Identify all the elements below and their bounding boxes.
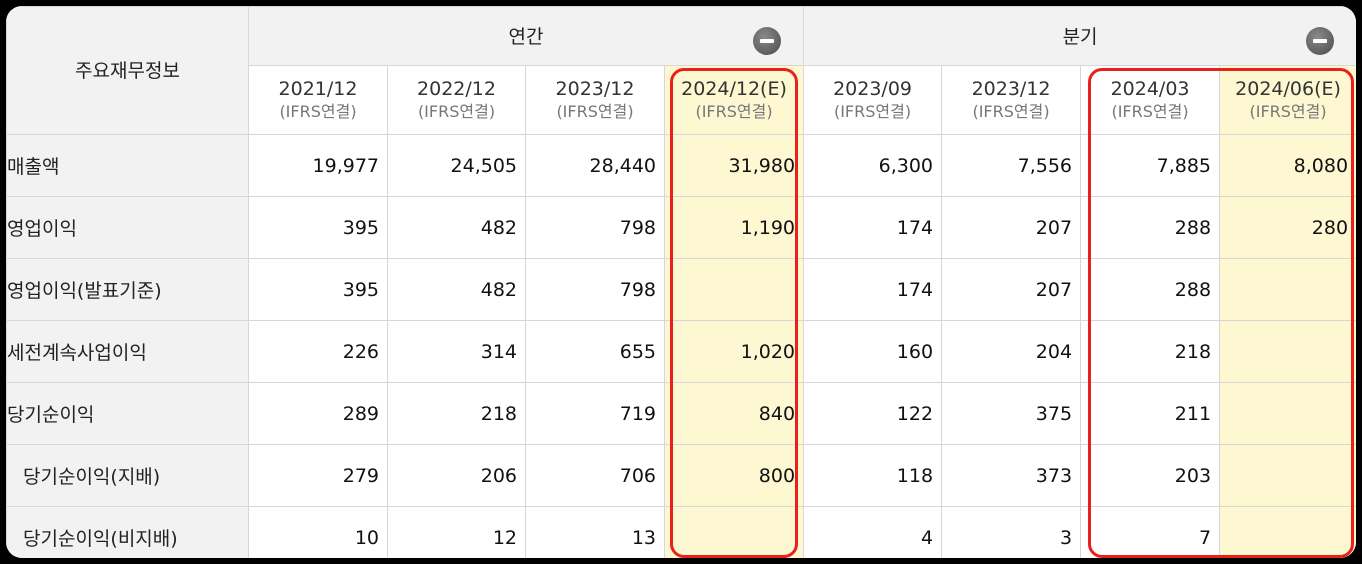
group-header-quarterly: 분기 (803, 6, 1356, 66)
value-cell: 7,885 (1080, 134, 1221, 197)
collapse-icon[interactable] (1306, 27, 1335, 55)
value-cell: 226 (248, 320, 388, 383)
table-row: 영업이익 395 482 798 1,190 174 207 288 280 (6, 196, 1356, 259)
value-cell: 3 (941, 506, 1082, 558)
value-cell (1219, 320, 1356, 383)
value-cell: 840 (663, 382, 805, 445)
value-cell: 800 (663, 444, 805, 507)
value-cell: 174 (803, 196, 943, 259)
value-cell: 288 (1080, 196, 1221, 259)
financial-table: 주요재무정보 연간 분기 2021/12 (IFRS연결) 2022/12 (IFR… (6, 6, 1356, 558)
value-cell: 160 (803, 320, 943, 383)
table-row: 당기순이익(비지배) 10 12 13 4 3 7 (6, 506, 1356, 558)
value-cell: 218 (1080, 320, 1221, 383)
period-header: 2023/12 (IFRS연결) (525, 65, 665, 135)
value-cell: 6,300 (803, 134, 943, 197)
value-cell: 7 (1080, 506, 1221, 558)
value-cell: 4 (803, 506, 943, 558)
period-header: 2021/12 (IFRS연결) (248, 65, 388, 135)
table-row: 영업이익(발표기준) 395 482 798 174 207 288 (6, 258, 1356, 321)
period-header: 2024/12(E) (IFRS연결) (663, 65, 805, 135)
value-cell: 28,440 (525, 134, 665, 197)
row-label: 당기순이익(비지배) (6, 506, 249, 558)
row-label: 당기순이익 (6, 382, 249, 445)
value-cell: 288 (1080, 258, 1221, 321)
period-header: 2022/12 (IFRS연결) (387, 65, 526, 135)
period-header: 2023/09 (IFRS연결) (803, 65, 943, 135)
value-cell: 395 (248, 258, 388, 321)
period-header: 2024/03 (IFRS연결) (1080, 65, 1221, 135)
financial-summary-panel: 주요재무정보 연간 분기 2021/12 (IFRS연결) 2022/12 (IFR… (6, 6, 1356, 558)
value-cell: 1,020 (663, 320, 805, 383)
value-cell: 24,505 (387, 134, 526, 197)
period-header: 2024/06(E) (IFRS연결) (1219, 65, 1356, 135)
value-cell: 13 (525, 506, 665, 558)
group-label: 연간 (508, 26, 544, 48)
value-cell: 798 (525, 196, 665, 259)
value-cell: 375 (941, 382, 1082, 445)
value-cell: 655 (525, 320, 665, 383)
value-cell: 314 (387, 320, 526, 383)
value-cell: 798 (525, 258, 665, 321)
value-cell: 10 (248, 506, 388, 558)
corner-label: 주요재무정보 (6, 6, 249, 135)
value-cell: 482 (387, 196, 526, 259)
value-cell: 7,556 (941, 134, 1082, 197)
value-cell (1219, 258, 1356, 321)
value-cell: 211 (1080, 382, 1221, 445)
row-label: 매출액 (6, 134, 249, 197)
value-cell: 706 (525, 444, 665, 507)
value-cell: 1,190 (663, 196, 805, 259)
value-cell: 289 (248, 382, 388, 445)
value-cell: 207 (941, 258, 1082, 321)
value-cell: 719 (525, 382, 665, 445)
value-cell: 122 (803, 382, 943, 445)
group-header-annual: 연간 (247, 6, 805, 66)
table-row: 매출액 19,977 24,505 28,440 31,980 6,300 7,556 7,8… (6, 134, 1356, 197)
value-cell: 207 (941, 196, 1082, 259)
row-label: 당기순이익(지배) (6, 444, 249, 507)
collapse-icon[interactable] (753, 27, 782, 55)
value-cell (1219, 382, 1356, 445)
value-cell: 373 (941, 444, 1082, 507)
value-cell: 31,980 (663, 134, 805, 197)
table-row: 세전계속사업이익 226 314 655 1,020 160 204 218 (6, 320, 1356, 383)
value-cell: 204 (941, 320, 1082, 383)
table-row: 당기순이익 289 218 719 840 122 375 211 (6, 382, 1356, 445)
period-header: 2023/12 (IFRS연결) (941, 65, 1082, 135)
value-cell: 279 (248, 444, 388, 507)
value-cell (663, 258, 805, 321)
value-cell: 395 (248, 196, 388, 259)
value-cell: 19,977 (248, 134, 388, 197)
table-row: 당기순이익(지배) 279 206 706 800 118 373 203 (6, 444, 1356, 507)
value-cell: 12 (387, 506, 526, 558)
group-label: 분기 (1062, 26, 1098, 48)
value-cell (1219, 444, 1356, 507)
value-cell: 218 (387, 382, 526, 445)
value-cell: 203 (1080, 444, 1221, 507)
row-label: 세전계속사업이익 (6, 320, 249, 383)
row-label: 영업이익 (6, 196, 249, 259)
row-label: 영업이익(발표기준) (6, 258, 249, 321)
value-cell (663, 506, 805, 558)
value-cell: 174 (803, 258, 943, 321)
value-cell: 482 (387, 258, 526, 321)
value-cell (1219, 506, 1356, 558)
value-cell: 8,080 (1219, 134, 1356, 197)
value-cell: 118 (803, 444, 943, 507)
value-cell: 280 (1219, 196, 1356, 259)
value-cell: 206 (387, 444, 526, 507)
